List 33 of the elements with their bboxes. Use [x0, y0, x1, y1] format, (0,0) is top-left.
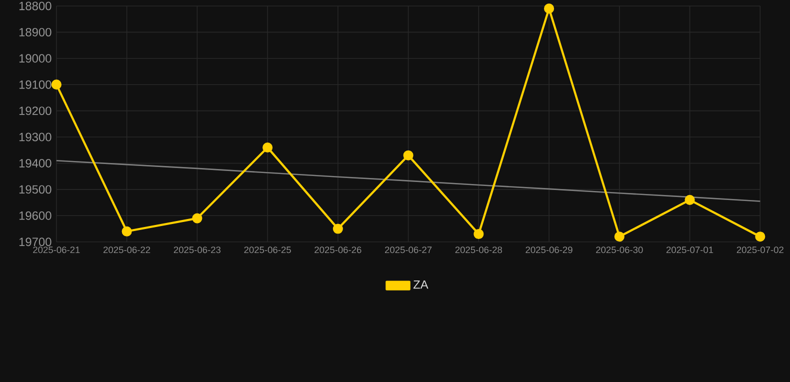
point: [192, 213, 202, 224]
x-tick-label: 2025-06-28: [455, 246, 502, 254]
point: [755, 231, 766, 242]
y-tick-label: 19000: [19, 54, 52, 63]
y-tick-label: 18900: [19, 28, 52, 36]
point: [403, 150, 414, 160]
x-tick-label: 2025-07-01: [666, 246, 714, 254]
y-tick-label: 18800: [19, 2, 52, 10]
point: [332, 224, 343, 234]
x-tick-label: 2025-06-25: [244, 246, 291, 254]
point: [474, 228, 484, 239]
point: [544, 3, 554, 14]
y-tick-label: 19100: [19, 80, 52, 89]
y-tick-label: 19700: [19, 238, 52, 246]
y-tick-label: 19600: [19, 211, 52, 220]
y-tick-label: 19300: [19, 132, 52, 142]
x-tick-label: 2025-06-26: [314, 246, 362, 254]
x-tick-label: 2025-06-21: [33, 246, 80, 254]
x-tick-label: 2025-06-27: [384, 246, 432, 254]
point: [614, 231, 624, 242]
y-tick-label: 19200: [19, 106, 52, 115]
point: [262, 142, 273, 152]
y-tick-label: 19400: [19, 158, 52, 168]
x-tick-label: 2025-06-29: [526, 246, 572, 254]
point: [51, 79, 62, 90]
x-tick-label: 2025-06-22: [104, 246, 150, 254]
point: [684, 194, 695, 205]
legend-label: ZA: [413, 280, 428, 289]
x-tick-label: 2025-07-02: [736, 246, 784, 254]
x-tick-label: 2025-06-30: [596, 246, 643, 254]
x-tick-label: 2025-06-23: [174, 246, 221, 254]
point: [122, 226, 132, 236]
y-tick-label: 19500: [19, 185, 52, 194]
